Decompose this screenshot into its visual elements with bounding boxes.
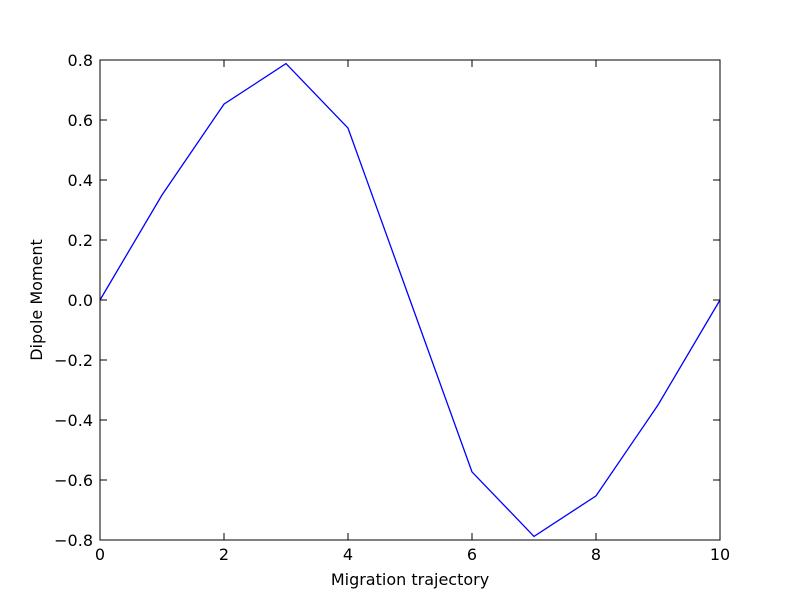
plot-frame [99,59,721,541]
y-axis-label: Dipole Moment [27,239,46,361]
axis-ticks: 0 2 4 6 8 10 −0.8 −0.6 −0.4 −0.2 0.0 0.2 0.4 0.6 0.8 [54,51,730,564]
y-tick-label: −0.4 [54,411,93,430]
x-axis-label: Migration trajectory [331,570,489,589]
x-tick-label: 8 [591,545,601,564]
x-tick-label: 6 [467,545,477,564]
y-tick-label: −0.2 [54,351,93,370]
x-tick-label: 4 [343,545,353,564]
y-tick-label: −0.8 [54,531,93,550]
y-tick-label: 0.6 [68,111,93,130]
x-tick-label: 0 [95,545,105,564]
plot-area [99,62,721,538]
y-tick-label: 0.8 [68,51,93,70]
y-tick-label: 0.4 [68,171,93,190]
x-tick-label: 2 [219,545,229,564]
x-tick-label: 10 [710,545,730,564]
series-line-0 [99,62,721,538]
y-tick-label: −0.6 [54,471,93,490]
y-tick-label: 0.2 [68,231,93,250]
y-tick-label: 0.0 [68,291,93,310]
